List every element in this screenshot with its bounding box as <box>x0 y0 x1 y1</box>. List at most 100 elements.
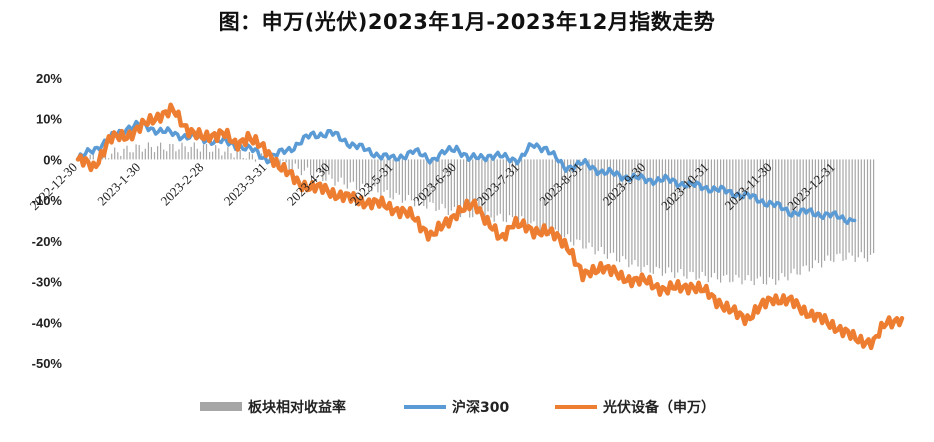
relative-return-bar <box>279 159 281 168</box>
relative-return-bar <box>190 146 192 160</box>
relative-return-bar <box>392 159 394 200</box>
relative-return-bar <box>588 159 590 243</box>
relative-return-bar <box>606 159 608 259</box>
legend-label: 沪深300 <box>452 399 509 416</box>
relative-return-bar <box>417 159 419 202</box>
relative-return-bar <box>573 159 575 246</box>
relative-return-bar <box>518 159 520 222</box>
relative-return-bar <box>316 159 318 173</box>
relative-return-bar <box>493 159 495 222</box>
relative-return-bar <box>530 159 532 224</box>
relative-return-bar <box>126 145 128 160</box>
relative-return-bar <box>150 147 152 160</box>
relative-return-bar <box>380 159 382 198</box>
y-tick-label: -30% <box>32 275 63 290</box>
relative-return-bar <box>215 145 217 160</box>
relative-return-bar <box>683 159 685 277</box>
relative-return-bar <box>163 149 165 160</box>
relative-return-bar <box>692 159 694 273</box>
relative-return-bar <box>796 159 798 275</box>
relative-return-bar <box>420 159 422 199</box>
relative-return-bar <box>845 159 847 260</box>
relative-return-bar <box>141 151 143 160</box>
relative-return-bar <box>539 159 541 233</box>
relative-return-bar <box>634 159 636 261</box>
relative-return-bar <box>230 153 232 160</box>
relative-return-bar <box>781 159 783 274</box>
relative-return-bar <box>285 159 287 163</box>
relative-return-bar <box>701 159 703 272</box>
relative-return-bar <box>863 159 865 259</box>
relative-return-bar <box>735 159 737 275</box>
relative-return-bar <box>441 159 443 204</box>
relative-return-bar <box>248 152 250 160</box>
relative-return-bar <box>407 159 410 195</box>
relative-return-bar <box>808 159 810 272</box>
relative-return-bar <box>453 159 455 207</box>
relative-return-bar <box>594 159 596 255</box>
relative-return-bar <box>423 159 425 206</box>
relative-return-bar <box>585 159 587 249</box>
relative-return-bar <box>505 159 507 223</box>
relative-return-bar <box>218 148 220 160</box>
legend-label: 板块相对收益率 <box>248 399 346 416</box>
relative-return-bar <box>830 159 832 261</box>
relative-return-bar <box>92 152 94 160</box>
relative-return-bar <box>147 142 149 160</box>
relative-return-bar <box>741 159 743 285</box>
relative-return-bar <box>187 152 189 160</box>
relative-return-bar <box>138 145 140 160</box>
relative-return-bar <box>135 144 137 160</box>
relative-return-bar <box>144 148 146 160</box>
relative-return-bar <box>196 148 198 160</box>
relative-return-bar <box>212 151 214 160</box>
relative-return-bar <box>169 143 171 160</box>
relative-return-bar <box>833 159 835 263</box>
relative-return-bar <box>438 159 440 210</box>
y-tick-label: -10% <box>32 193 63 208</box>
relative-return-bar <box>346 159 348 189</box>
relative-return-bar <box>410 159 413 201</box>
relative-return-bar <box>873 159 875 254</box>
relative-return-bar <box>450 159 452 211</box>
relative-return-bar <box>726 159 728 275</box>
relative-return-bar <box>371 159 373 192</box>
relative-return-bar <box>343 159 345 185</box>
relative-return-bar <box>459 159 462 218</box>
relative-return-bar <box>842 159 844 261</box>
relative-return-bar <box>609 159 611 254</box>
relative-return-bar <box>686 159 688 279</box>
relative-return-bar <box>716 159 719 280</box>
relative-return-bar <box>704 159 706 276</box>
relative-return-bar <box>536 159 538 230</box>
relative-return-bar <box>153 152 156 160</box>
relative-return-bar <box>674 159 676 278</box>
relative-return-bar <box>414 159 416 207</box>
relative-return-bar <box>772 159 774 280</box>
relative-return-bar <box>331 159 333 179</box>
relative-return-bar <box>435 159 437 211</box>
relative-return-bar <box>209 151 211 160</box>
relative-return-bar <box>689 159 691 272</box>
relative-return-bar <box>603 159 605 255</box>
relative-return-bar <box>671 159 673 273</box>
relative-return-bar <box>579 159 581 241</box>
relative-return-bar <box>236 151 238 160</box>
relative-return-bar <box>542 159 544 226</box>
relative-return-bar <box>799 159 801 275</box>
relative-return-bar <box>631 159 633 265</box>
relative-return-bar <box>738 159 740 278</box>
relative-return-bar <box>352 159 354 182</box>
relative-return-bar <box>640 159 642 273</box>
relative-return-bar <box>854 159 856 262</box>
relative-return-bar <box>597 159 599 251</box>
legend-label: 光伏设备（申万） <box>602 399 715 416</box>
relative-return-bar <box>710 159 712 278</box>
x-tick-label: 2023-2-28 <box>158 160 207 209</box>
relative-return-bar <box>784 159 786 277</box>
relative-return-bar <box>355 159 358 190</box>
relative-return-bar <box>157 146 159 160</box>
relative-return-bar <box>707 159 709 283</box>
relative-return-bar <box>490 159 492 218</box>
